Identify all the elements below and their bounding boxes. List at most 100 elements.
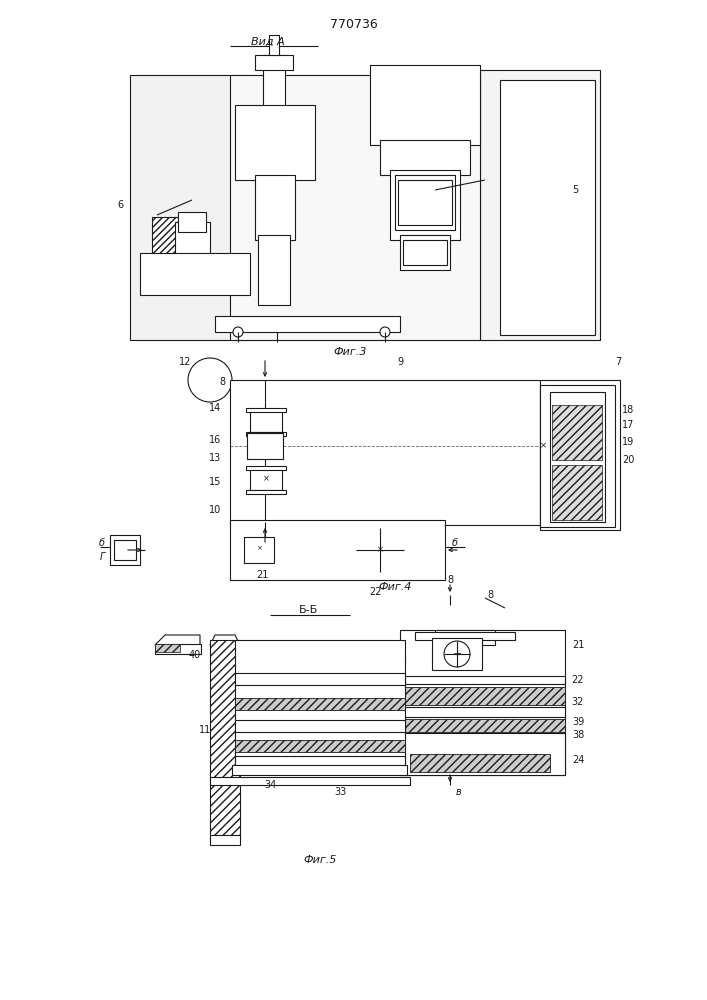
Bar — [370, 654, 405, 662]
Text: 17: 17 — [622, 420, 634, 430]
Bar — [400, 707, 565, 717]
Text: 8: 8 — [447, 575, 453, 585]
Text: 38: 38 — [572, 730, 584, 740]
Polygon shape — [155, 635, 200, 645]
Text: 8: 8 — [219, 377, 225, 387]
Text: б: б — [452, 538, 458, 548]
Bar — [232, 765, 407, 775]
Circle shape — [188, 358, 232, 402]
Text: 14: 14 — [209, 403, 221, 413]
Bar — [435, 630, 495, 645]
Text: Фиг.4: Фиг.4 — [378, 582, 411, 592]
Bar — [210, 777, 410, 785]
Bar — [263, 55, 285, 110]
Bar — [269, 35, 279, 55]
Bar — [250, 410, 282, 432]
Bar — [140, 253, 250, 295]
Polygon shape — [270, 318, 283, 332]
Bar — [246, 490, 286, 494]
Text: 13: 13 — [209, 453, 221, 463]
Bar — [247, 433, 283, 459]
Text: Г: Г — [99, 552, 105, 562]
Text: 18: 18 — [622, 405, 634, 415]
Text: 9: 9 — [397, 357, 403, 367]
Text: ×: × — [539, 442, 547, 450]
Text: 34: 34 — [264, 780, 276, 790]
Bar — [410, 754, 550, 772]
Text: в: в — [455, 787, 461, 797]
Text: 39: 39 — [572, 717, 584, 727]
Bar — [230, 380, 540, 525]
Bar — [400, 235, 450, 270]
Circle shape — [233, 327, 243, 337]
Bar — [246, 432, 286, 436]
Text: 15: 15 — [209, 477, 221, 487]
Bar — [230, 520, 445, 580]
Text: 11: 11 — [199, 725, 211, 735]
Bar — [155, 644, 201, 654]
Text: б: б — [99, 538, 105, 548]
Text: 21: 21 — [256, 570, 268, 580]
Bar — [255, 55, 293, 70]
Bar — [255, 175, 295, 240]
Text: 40: 40 — [189, 650, 201, 660]
Bar — [370, 65, 480, 145]
Text: 19: 19 — [622, 437, 634, 447]
Bar — [235, 740, 405, 752]
Bar — [258, 235, 290, 305]
Text: 8: 8 — [487, 590, 493, 600]
Text: +: + — [452, 649, 462, 659]
Bar — [235, 105, 315, 180]
Text: Фиг.3: Фиг.3 — [333, 347, 367, 357]
Text: 20: 20 — [622, 455, 634, 465]
Bar — [230, 75, 480, 340]
Bar — [244, 537, 274, 563]
Text: 7: 7 — [615, 357, 621, 367]
Bar — [175, 222, 210, 260]
Text: ×: × — [377, 546, 383, 554]
Bar — [415, 632, 515, 640]
Text: 5: 5 — [572, 185, 578, 195]
Text: 6: 6 — [117, 200, 123, 210]
Text: 12: 12 — [179, 357, 191, 367]
Bar — [390, 170, 460, 240]
Bar — [114, 540, 136, 560]
Bar — [155, 644, 180, 652]
Bar — [235, 640, 405, 770]
Text: 10: 10 — [209, 505, 221, 515]
Bar — [400, 630, 565, 775]
Bar — [540, 385, 615, 527]
Text: 22: 22 — [572, 675, 584, 685]
Bar — [395, 175, 455, 230]
Text: 21: 21 — [572, 640, 584, 650]
Bar — [400, 676, 565, 684]
Text: 24: 24 — [572, 755, 584, 765]
Bar — [130, 75, 250, 340]
Bar — [215, 316, 400, 332]
Text: 16: 16 — [209, 435, 221, 445]
Bar — [210, 835, 240, 845]
Bar — [235, 756, 405, 770]
Bar — [403, 240, 447, 265]
Bar — [432, 638, 482, 670]
Bar — [152, 217, 182, 255]
Text: ×: × — [256, 545, 262, 551]
Bar — [400, 733, 565, 775]
Bar — [110, 535, 140, 565]
Bar — [210, 640, 240, 840]
Bar — [235, 673, 405, 685]
Bar — [380, 140, 470, 175]
Bar — [235, 698, 405, 710]
Bar — [235, 720, 405, 732]
Bar — [550, 392, 605, 522]
Bar — [250, 468, 282, 490]
Bar — [400, 687, 565, 705]
Bar — [246, 466, 286, 470]
Text: ×: × — [262, 475, 269, 484]
Polygon shape — [210, 635, 240, 645]
Bar — [540, 380, 620, 530]
Text: Вид А: Вид А — [251, 37, 285, 47]
Circle shape — [444, 641, 470, 667]
Text: 32: 32 — [572, 697, 584, 707]
Bar — [480, 70, 600, 340]
